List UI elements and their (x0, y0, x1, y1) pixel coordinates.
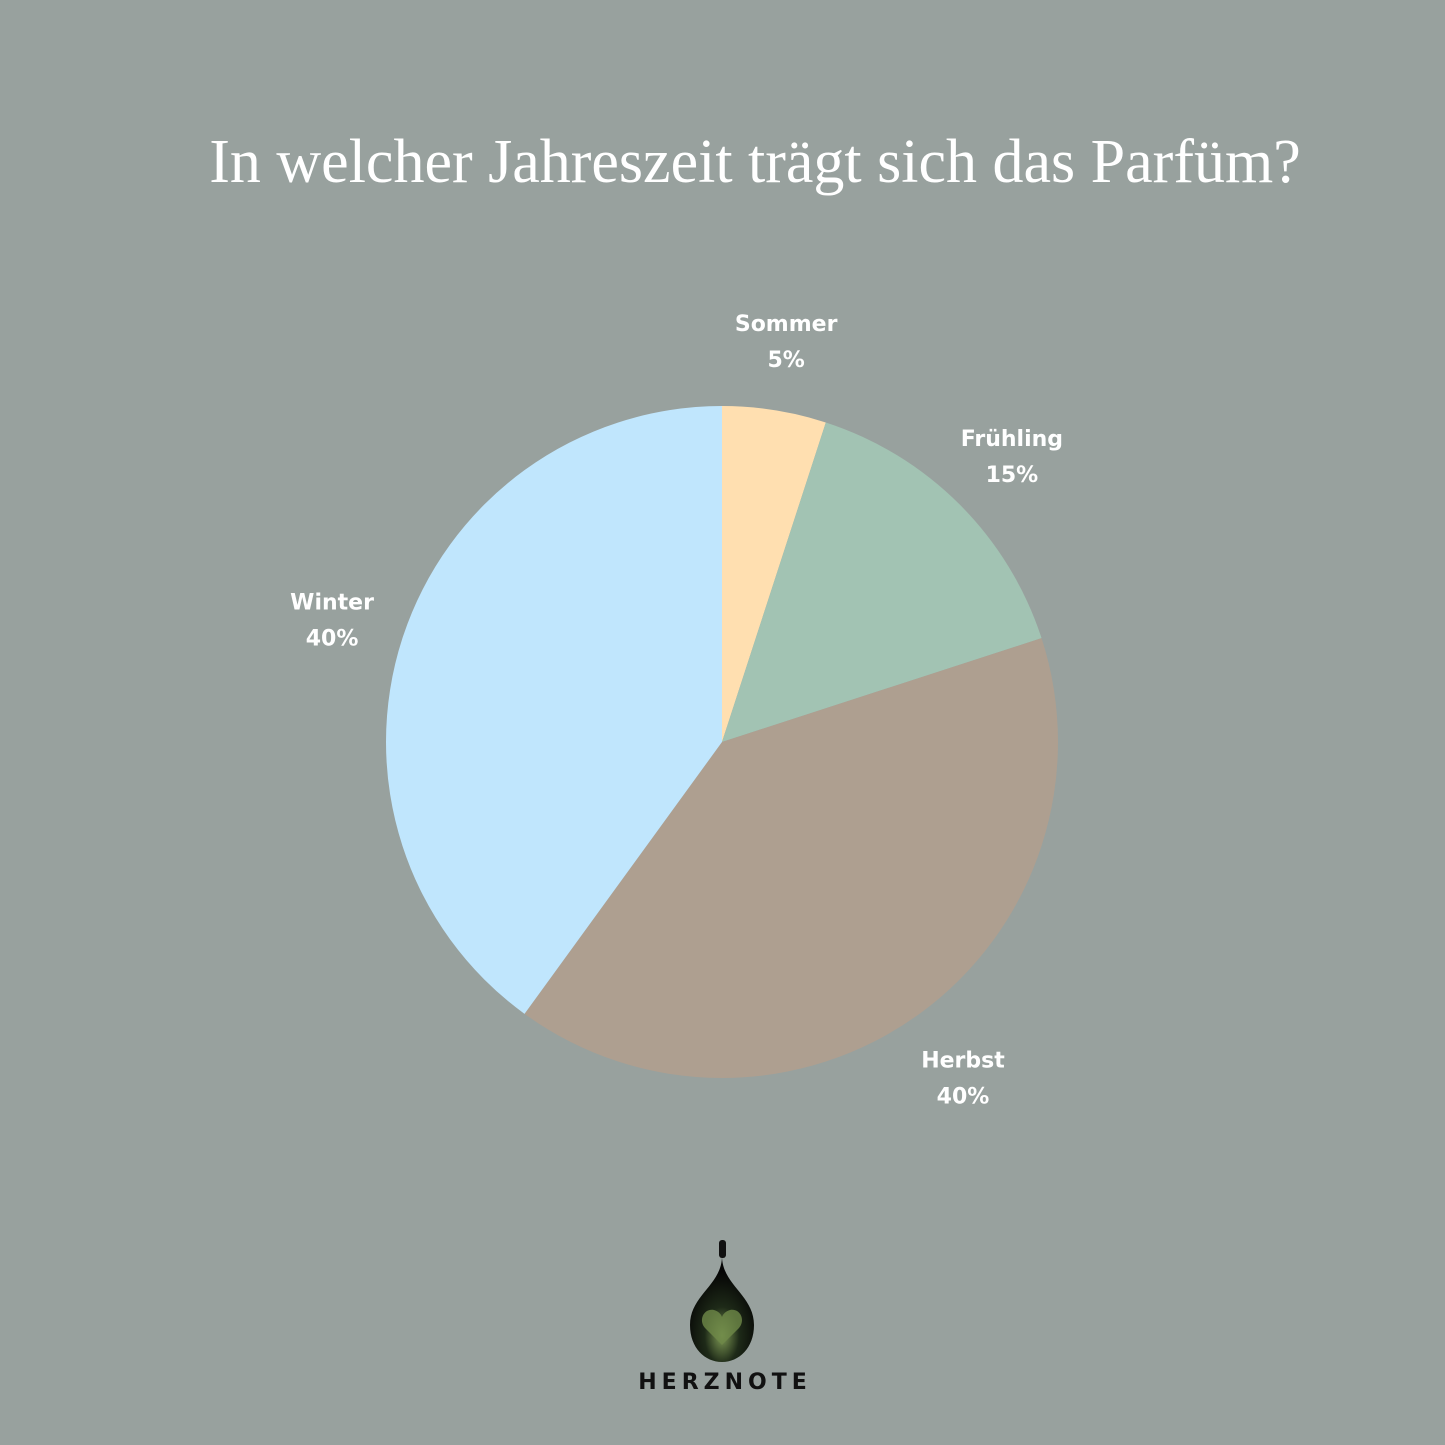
slice-label: Frühling (961, 427, 1063, 452)
slice-label: Winter (290, 590, 374, 615)
pie-slice (524, 638, 1058, 1078)
slice-label: Sommer (735, 312, 838, 337)
value-label: 5% (767, 348, 804, 373)
pie-slice (385, 406, 722, 1014)
value-label: 15% (986, 463, 1039, 488)
logo-cap (719, 1240, 726, 1258)
pie-slice (722, 422, 1042, 742)
logo: HERZNOTE (638, 1240, 811, 1395)
logo-text: HERZNOTE (638, 1370, 811, 1395)
slice-label: Herbst (921, 1049, 1005, 1074)
value-label: 40% (937, 1085, 990, 1110)
logo-drop (690, 1256, 754, 1362)
value-label: 40% (306, 626, 359, 651)
chart-title: In welcher Jahreszeit trägt sich das Par… (209, 128, 1300, 196)
logo-heart (701, 1309, 743, 1345)
pie-slice (722, 406, 826, 742)
pie (385, 406, 1058, 1078)
